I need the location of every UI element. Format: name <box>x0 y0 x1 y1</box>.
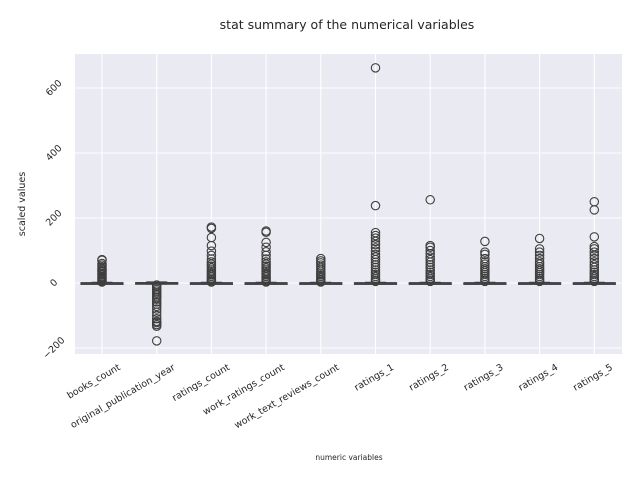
y-tick-label: 200 <box>44 208 65 229</box>
outlier-point <box>425 257 435 267</box>
outlier-point <box>425 242 435 253</box>
outlier-point <box>370 236 381 247</box>
outlier-point <box>151 313 162 324</box>
outlier-point <box>425 195 435 205</box>
outlier-point <box>480 249 490 260</box>
x-tick-label: work_text_reviews_count <box>233 362 342 431</box>
outlier-point <box>261 227 271 238</box>
chart-title: stat summary of the numerical variables <box>220 17 475 32</box>
x-tick-labels: books_countoriginal_publication_yearrati… <box>65 362 614 431</box>
outlier-point <box>151 336 162 346</box>
outlier-point <box>589 232 600 242</box>
outlier-point <box>370 257 381 267</box>
outlier-point <box>370 276 381 287</box>
outlier-point <box>370 243 381 253</box>
outlier-point <box>534 244 545 254</box>
outlier-point <box>425 252 435 262</box>
box-ratings_3 <box>463 236 507 287</box>
outlier-point <box>425 254 435 265</box>
outlier-point <box>206 246 217 256</box>
outlier-point <box>589 250 600 261</box>
outlier-point <box>480 276 490 287</box>
x-tick-label: ratings_5 <box>571 362 615 393</box>
box-books_count <box>80 254 124 287</box>
box-original_publication_year <box>135 280 179 346</box>
outlier-point <box>534 233 545 244</box>
outlier-point <box>97 277 107 287</box>
outlier-point <box>370 252 381 262</box>
outlier-point <box>261 247 271 257</box>
outlier-point <box>425 267 435 278</box>
x-tick-label: ratings_3 <box>462 362 506 393</box>
outlier-point <box>151 310 162 321</box>
outlier-point <box>151 280 162 290</box>
x-tick-label: ratings_1 <box>352 362 396 393</box>
outlier-point <box>589 276 600 287</box>
box-ratings_2 <box>408 195 452 287</box>
outlier-point <box>370 249 381 260</box>
outlier-point <box>261 237 271 248</box>
outlier-point <box>261 254 271 264</box>
outlier-point <box>206 254 217 264</box>
y-tick-labels: −200 0 200 400 600 <box>41 78 67 361</box>
box-work_text_reviews_count <box>299 253 343 287</box>
x-axis-label: numeric variables <box>315 453 382 462</box>
outlier-point <box>316 277 326 287</box>
y-axis-label: scaled values <box>17 172 28 236</box>
box-ratings_5 <box>572 197 616 287</box>
outlier-point <box>589 247 600 257</box>
box-work_ratings_count <box>244 226 288 287</box>
outlier-point <box>151 316 162 327</box>
box-ratings_count <box>189 222 233 287</box>
y-tick-label: 600 <box>44 78 65 99</box>
outlier-point <box>589 260 600 270</box>
outlier-point <box>370 230 381 241</box>
outlier-point <box>480 247 490 257</box>
outlier-point <box>589 205 600 215</box>
plot-background <box>75 54 622 354</box>
outlier-point <box>370 267 381 278</box>
y-tick-label: 0 <box>48 277 60 289</box>
outlier-point <box>151 297 162 307</box>
outlier-point <box>370 262 381 273</box>
outlier-point <box>206 223 217 234</box>
outlier-point <box>589 244 600 254</box>
grid-lines <box>75 54 622 354</box>
outlier-point <box>370 260 381 270</box>
outlier-point <box>534 247 545 257</box>
outlier-point <box>425 245 435 256</box>
outlier-point <box>589 262 600 273</box>
outlier-point <box>425 276 435 287</box>
outlier-point <box>370 239 381 250</box>
boxes <box>80 63 616 346</box>
outlier-point <box>589 267 600 278</box>
outlier-point <box>370 254 381 265</box>
outlier-point <box>480 236 490 247</box>
y-tick-label: 400 <box>44 143 65 164</box>
box-ratings_4 <box>517 233 562 287</box>
outlier-point <box>370 233 381 243</box>
outlier-point <box>425 260 435 270</box>
outlier-point <box>370 63 381 73</box>
x-tick-label: ratings_4 <box>517 362 561 393</box>
outlier-point <box>206 277 217 287</box>
y-tick-label: −200 <box>41 335 67 361</box>
box-ratings_1 <box>353 63 398 287</box>
x-tick-label: original_publication_year <box>69 362 177 431</box>
outlier-point <box>206 240 217 251</box>
outlier-point <box>534 276 545 287</box>
outlier-point <box>425 262 435 273</box>
outlier-point <box>261 277 271 287</box>
x-tick-label: ratings_2 <box>407 362 451 393</box>
outlier-point <box>370 200 381 211</box>
outlier-point <box>151 304 162 314</box>
